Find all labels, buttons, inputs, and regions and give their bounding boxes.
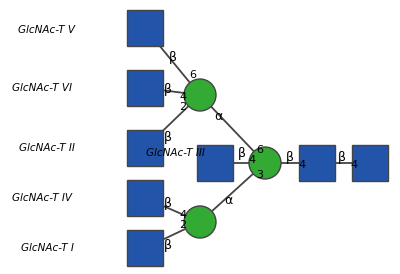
Text: GlcNAc-T V: GlcNAc-T V (18, 25, 75, 35)
Text: β: β (169, 50, 177, 64)
Text: β: β (164, 196, 172, 210)
Text: α: α (224, 193, 232, 207)
Text: β: β (164, 132, 172, 144)
Text: 6: 6 (190, 70, 196, 80)
Text: GlcNAc-T VI: GlcNAc-T VI (12, 83, 72, 93)
Text: 4: 4 (180, 92, 186, 102)
Text: 2: 2 (180, 220, 186, 230)
Text: 2: 2 (180, 102, 186, 112)
Bar (127, 230, 163, 266)
Circle shape (249, 147, 281, 179)
Text: 4: 4 (248, 155, 256, 165)
Text: GlcNAc-T II: GlcNAc-T II (19, 143, 75, 153)
Text: β: β (164, 84, 172, 96)
Bar (127, 130, 163, 166)
Bar (299, 145, 335, 181)
Text: α: α (214, 110, 222, 124)
Text: β: β (164, 238, 172, 252)
Text: 6: 6 (256, 145, 264, 155)
Bar (127, 70, 163, 106)
Circle shape (184, 79, 216, 111)
Text: GlcNAc-T III: GlcNAc-T III (146, 148, 205, 158)
Text: 4: 4 (180, 210, 186, 220)
Text: β: β (286, 152, 294, 164)
Bar (197, 145, 233, 181)
Text: 4: 4 (298, 160, 306, 170)
Bar (352, 145, 388, 181)
Text: β: β (338, 152, 346, 164)
Text: GlcNAc-T IV: GlcNAc-T IV (12, 193, 72, 203)
Text: β: β (238, 147, 246, 159)
Circle shape (184, 206, 216, 238)
Text: 3: 3 (256, 170, 264, 180)
Text: GlcNAc-T I: GlcNAc-T I (21, 243, 74, 253)
Text: 4: 4 (350, 160, 358, 170)
Bar (127, 10, 163, 46)
Bar (127, 180, 163, 216)
